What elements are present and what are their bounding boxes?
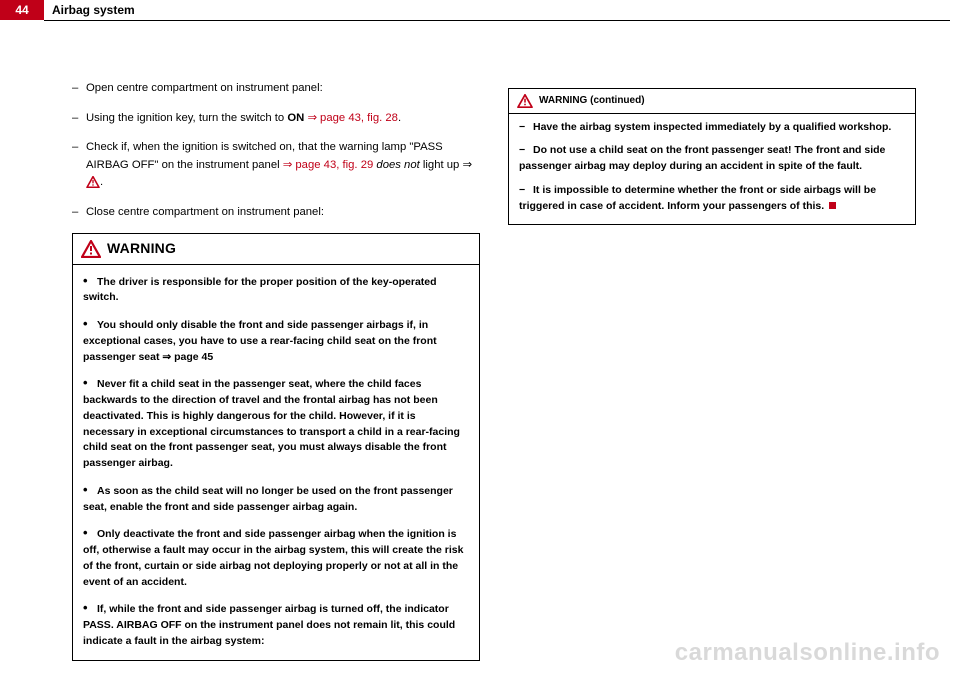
page-number: 44: [0, 0, 44, 20]
warning-body-right: Have the airbag system inspected immedia…: [509, 114, 915, 225]
bullet-icon: [83, 378, 97, 390]
warning-triangle-icon: [86, 176, 100, 188]
text-span: ON: [287, 112, 304, 124]
left-column: –Open centre compartment on instrument p…: [72, 80, 480, 661]
instruction-text: Close centre compartment on instrument p…: [86, 204, 480, 222]
warning-triangle-icon: [517, 94, 533, 108]
warning-header-continued: WARNING (continued): [509, 89, 915, 114]
list-dash: –: [72, 204, 86, 222]
warning-item: Have the airbag system inspected immedia…: [519, 120, 905, 136]
instruction-text: Open centre compartment on instrument pa…: [86, 80, 480, 98]
text-span: light up ⇒: [420, 159, 472, 171]
warning-text: Never fit a child seat in the passenger …: [83, 378, 460, 469]
header-rule: [44, 20, 950, 21]
text-span: Open centre compartment on instrument pa…: [86, 82, 323, 94]
list-dash: –: [72, 80, 86, 98]
warning-header: WARNING: [73, 234, 479, 265]
instruction-item: –Check if, when the ignition is switched…: [72, 139, 480, 192]
warning-title-continued: WARNING (continued): [539, 93, 645, 109]
bullet-icon: [83, 485, 97, 497]
instruction-list: –Open centre compartment on instrument p…: [72, 80, 480, 221]
warning-text: Only deactivate the front and side passe…: [83, 528, 463, 587]
bullet-icon: [83, 319, 97, 331]
warning-text: Have the airbag system inspected immedia…: [533, 121, 891, 133]
text-span: Close centre compartment on instrument p…: [86, 206, 324, 218]
watermark: carmanualsonline.info: [675, 639, 940, 667]
dash-icon: [519, 184, 533, 196]
warning-text: If, while the front and side passenger a…: [83, 603, 455, 647]
warning-text: You should only disable the front and si…: [83, 319, 437, 363]
bullet-icon: [83, 528, 97, 540]
page-reference: ⇒ page 43, fig. 29: [283, 159, 374, 171]
header-bar: 44 Airbag system: [0, 0, 135, 20]
warning-title: WARNING: [107, 238, 176, 260]
text-span: does not: [376, 159, 419, 171]
warning-text: The driver is responsible for the proper…: [83, 276, 437, 304]
warning-item: As soon as the child seat will no longer…: [83, 480, 469, 516]
end-square-icon: [829, 202, 836, 209]
warning-item: Never fit a child seat in the passenger …: [83, 373, 469, 472]
warning-item: Do not use a child seat on the front pas…: [519, 143, 905, 175]
list-dash: –: [72, 139, 86, 192]
page-reference: ⇒ page 43, fig. 28: [307, 112, 398, 124]
list-dash: –: [72, 110, 86, 128]
right-column: WARNING (continued) Have the airbag syst…: [508, 80, 916, 661]
instruction-item: –Close centre compartment on instrument …: [72, 204, 480, 222]
instruction-text: Using the ignition key, turn the switch …: [86, 110, 480, 128]
warning-item: It is impossible to determine whether th…: [519, 183, 905, 215]
text-span: Using the ignition key, turn the switch …: [86, 112, 287, 124]
text-span: .: [398, 112, 401, 124]
warning-triangle-icon: [81, 240, 101, 258]
instruction-item: –Open centre compartment on instrument p…: [72, 80, 480, 98]
instruction-item: –Using the ignition key, turn the switch…: [72, 110, 480, 128]
instruction-text: Check if, when the ignition is switched …: [86, 139, 480, 192]
warning-item: Only deactivate the front and side passe…: [83, 523, 469, 590]
dash-icon: [519, 121, 533, 133]
bullet-icon: [83, 603, 97, 615]
warning-box-left: WARNING The driver is responsible for th…: [72, 233, 480, 661]
warning-item: The driver is responsible for the proper…: [83, 271, 469, 307]
warning-box-right: WARNING (continued) Have the airbag syst…: [508, 88, 916, 225]
dash-icon: [519, 144, 533, 156]
warning-item: If, while the front and side passenger a…: [83, 598, 469, 649]
bullet-icon: [83, 276, 97, 288]
warning-text: It is impossible to determine whether th…: [519, 184, 876, 212]
warning-text: As soon as the child seat will no longer…: [83, 485, 453, 513]
text-span: .: [100, 176, 103, 188]
warning-text: Do not use a child seat on the front pas…: [519, 144, 885, 172]
warning-item: You should only disable the front and si…: [83, 314, 469, 365]
content-columns: –Open centre compartment on instrument p…: [72, 80, 920, 661]
warning-body-left: The driver is responsible for the proper…: [73, 265, 479, 660]
section-title: Airbag system: [44, 0, 135, 20]
